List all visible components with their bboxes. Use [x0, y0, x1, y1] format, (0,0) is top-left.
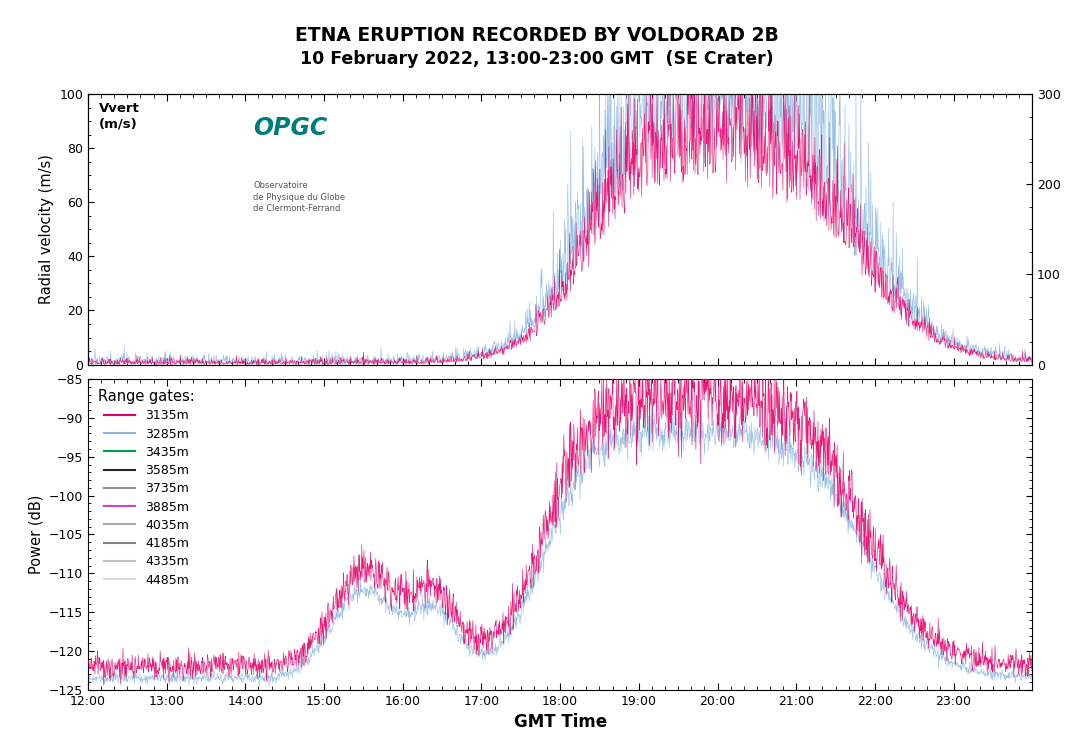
Text: 10 February 2022, 13:00-23:00 GMT  (SE Crater): 10 February 2022, 13:00-23:00 GMT (SE Cr…	[299, 50, 774, 68]
Text: Vvert
(m/s): Vvert (m/s)	[100, 103, 141, 130]
Text: OPGC: OPGC	[253, 116, 327, 140]
X-axis label: GMT Time: GMT Time	[514, 713, 606, 731]
Text: ETNA ERUPTION RECORDED BY VOLDORAD 2B: ETNA ERUPTION RECORDED BY VOLDORAD 2B	[295, 26, 778, 45]
Text: Observatoire
de Physique du Globe
de Clermont-Ferrand: Observatoire de Physique du Globe de Cle…	[253, 181, 346, 213]
Y-axis label: Power (dB): Power (dB)	[28, 495, 43, 575]
Y-axis label: Radial velocity (m/s): Radial velocity (m/s)	[39, 155, 54, 305]
Legend: 3135m, 3285m, 3435m, 3585m, 3735m, 3885m, 4035m, 4185m, 4335m, 4485m: 3135m, 3285m, 3435m, 3585m, 3735m, 3885m…	[94, 385, 199, 590]
